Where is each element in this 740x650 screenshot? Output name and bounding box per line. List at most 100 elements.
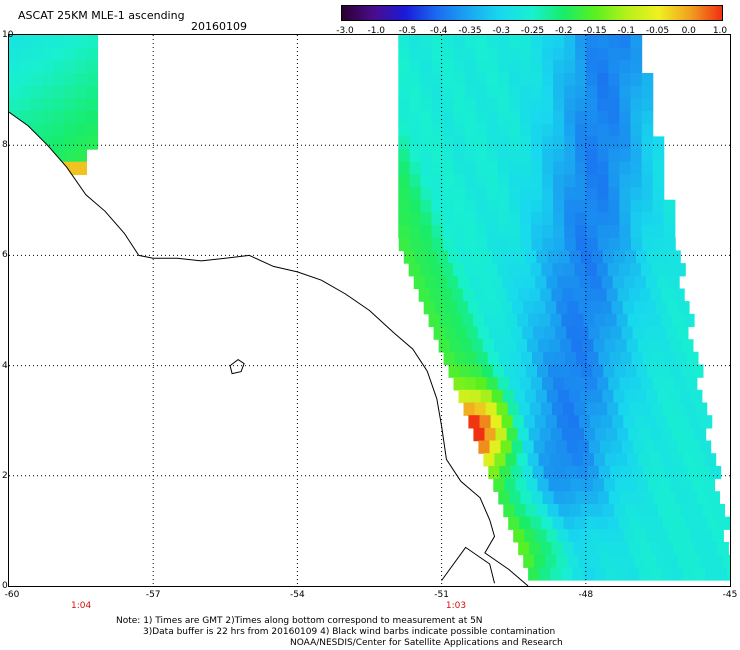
swath-cell [442, 161, 455, 175]
swath-cell [464, 149, 477, 163]
swath-cell [481, 364, 494, 378]
swath-cell [639, 427, 651, 442]
swath-cell [443, 351, 456, 366]
swath-cell [619, 237, 632, 252]
swath-cell [542, 491, 555, 505]
swath-cell [398, 237, 411, 252]
swath-cell [475, 98, 488, 112]
swath-cell [31, 35, 43, 49]
swath-cell [597, 161, 609, 175]
swath-cell [573, 541, 586, 556]
swath-cell [642, 237, 654, 252]
swath-cell [684, 541, 696, 556]
swath-cell [664, 237, 676, 252]
swath-cell [685, 516, 697, 530]
swath-cell [442, 225, 455, 239]
swath-cell [450, 313, 463, 328]
swath-cell [658, 503, 670, 518]
swath-cell [584, 427, 596, 442]
swath-cell [575, 73, 587, 87]
swath-cell [409, 212, 422, 226]
swath-cell [644, 301, 657, 315]
swath-cell [579, 415, 591, 429]
swath-cell [573, 288, 586, 302]
swath-cell [547, 503, 560, 518]
swath-cell [517, 427, 530, 442]
swath-cell [453, 35, 466, 49]
swath-cell [75, 111, 87, 125]
swath-cell [471, 339, 484, 353]
swath-cell [602, 503, 615, 518]
swath-cell [597, 73, 609, 87]
swath-cell [519, 111, 532, 125]
swath-cell [586, 491, 599, 505]
swath-cell [604, 339, 617, 353]
swath-cell [502, 389, 515, 404]
swath-cell [480, 275, 492, 290]
swath-cell [608, 225, 621, 239]
swath-cell [398, 161, 410, 175]
swath-cell [672, 427, 685, 442]
swath-cell [561, 567, 573, 581]
swath-cell [575, 98, 587, 112]
swath-cell [611, 301, 624, 315]
swath-cell [507, 288, 519, 302]
swath-cell [537, 364, 549, 378]
swath-cell [652, 161, 665, 175]
swath-cell [486, 174, 499, 188]
swath-cell [542, 225, 554, 239]
swath-cell [86, 73, 99, 87]
swath-cell [431, 199, 444, 213]
swath-cell [586, 98, 598, 112]
swath-cell [431, 47, 444, 61]
swath-cell [591, 389, 603, 404]
swath-cell [619, 73, 632, 87]
swath-cell [53, 98, 65, 112]
swath-cell [442, 47, 455, 61]
swath-cell [602, 389, 614, 404]
swath-cell [619, 187, 632, 201]
swath-cell [611, 440, 623, 454]
swath-cell [659, 478, 671, 492]
swath-cell [86, 35, 99, 49]
swath-cell [475, 123, 488, 137]
swath-cell [444, 326, 457, 340]
swath-cell [519, 47, 532, 61]
swath-cell [586, 149, 598, 163]
swath-cell [564, 377, 576, 391]
swath-cell [669, 250, 681, 264]
swath-cell [516, 453, 529, 467]
swath-cell [478, 440, 491, 454]
swath-cell [553, 212, 565, 226]
swath-cell [587, 465, 600, 480]
swath-cell [497, 73, 510, 87]
swath-cell [567, 554, 580, 568]
swath-cell [497, 199, 510, 213]
swath-cell [520, 491, 533, 505]
swath-cell [431, 85, 444, 99]
swath-cell [480, 389, 493, 404]
swath-cell [86, 85, 99, 99]
swath-cell [478, 301, 491, 315]
swath-cell [586, 111, 598, 125]
swath-cell [497, 212, 510, 226]
swath-cell [579, 275, 592, 290]
swath-cell [569, 389, 581, 404]
swath-cell [540, 402, 553, 416]
swath-cell [650, 288, 663, 302]
swath-cell [398, 47, 410, 61]
swath-cell [619, 491, 632, 505]
swath-cell [464, 47, 477, 61]
swath-cell [652, 212, 665, 226]
swath-cell [487, 237, 499, 252]
swath-cell [586, 187, 598, 201]
swath-cell [592, 478, 605, 492]
swath-cell [493, 478, 505, 492]
pass-time-label: 1:04 [70, 601, 92, 611]
swath-cell [564, 35, 576, 49]
swath-cell [488, 465, 500, 480]
swath-cell [501, 301, 513, 315]
swath-cell [453, 73, 466, 87]
swath-cell [523, 554, 535, 568]
swath-cell [398, 85, 410, 99]
